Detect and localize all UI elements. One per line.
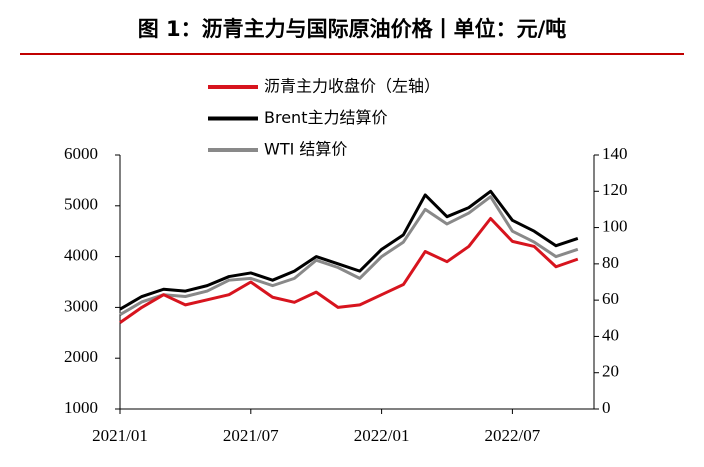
y2-tick-label: 60 — [602, 289, 619, 308]
legend-label: 沥青主力收盘价（左轴） — [264, 77, 440, 96]
y2-tick-label: 120 — [602, 180, 628, 199]
x-tick-label: 2021/07 — [223, 426, 279, 445]
y2-tick-label: 20 — [602, 362, 619, 381]
y-tick-label: 5000 — [64, 195, 98, 214]
x-tick-label: 2022/07 — [485, 426, 541, 445]
legend-label: Brent主力结算价 — [264, 108, 387, 127]
series-line — [119, 189, 579, 311]
x-tick-label: 2021/01 — [92, 426, 148, 445]
chart-title: 图 1：沥青主力与国际原油价格丨单位：元/吨 — [138, 17, 567, 41]
x-tick-label: 2022/01 — [354, 426, 410, 445]
y2-tick-label: 100 — [602, 216, 628, 235]
y2-tick-label: 0 — [602, 398, 611, 417]
y-tick-label: 6000 — [64, 144, 98, 163]
y2-tick-label: 80 — [602, 253, 619, 272]
y-tick-label: 2000 — [64, 347, 98, 366]
y-tick-label: 4000 — [64, 246, 98, 265]
y-tick-label: 3000 — [64, 296, 98, 315]
series-line — [119, 217, 579, 324]
legend-label: WTI 结算价 — [264, 140, 347, 159]
y2-tick-label: 40 — [602, 325, 619, 344]
y-tick-label: 1000 — [64, 398, 98, 417]
series-line — [119, 195, 579, 316]
y2-tick-label: 140 — [602, 144, 628, 163]
